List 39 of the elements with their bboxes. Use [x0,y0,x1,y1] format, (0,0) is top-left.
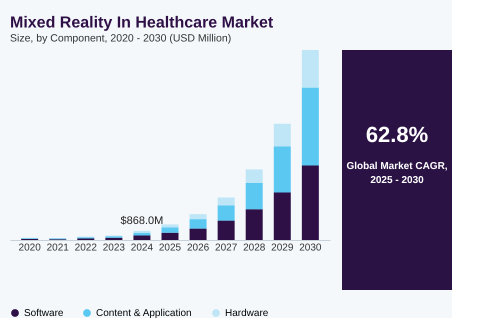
bar [162,224,178,228]
bar [162,232,178,240]
bar [302,166,319,240]
bar [274,192,291,240]
legend-label: Software [24,308,64,319]
text: 62.8% [366,122,428,147]
x-tick-label: 2023 [102,242,126,254]
bar [274,124,291,147]
bar [246,169,263,183]
bar [246,209,263,240]
bar [274,146,291,192]
legend-label: Content & Application [96,308,192,319]
bar [162,227,178,233]
bar [190,219,207,229]
bar [218,220,235,240]
bar [133,232,150,236]
bar [246,183,263,210]
bar [302,88,319,166]
bar [302,50,319,88]
x-tick-label: 2027 [215,242,238,254]
chart-subtitle: Size, by Component, 2020 - 2030 (USD Million) [10,32,232,44]
text: Global Market CAGR, 2025 - 2030 [346,161,448,186]
x-tick-label: 2026 [186,242,210,254]
x-tick-label: 2021 [46,242,70,254]
annotation: $868.0M [120,214,164,227]
bar [133,235,150,240]
x-tick-label: 2028 [243,242,266,254]
x-tick-label: 2022 [74,242,98,254]
x-tick-label: 2029 [271,242,294,254]
bar [218,197,235,206]
bar [218,205,235,221]
x-tick-label: 2024 [130,242,154,254]
x-tick-label: 2030 [299,242,322,254]
legend-label: Hardware [225,308,269,319]
x-tick-label: 2025 [158,242,182,254]
chart-title: Mixed Reality In Healthcare Market [10,14,274,32]
x-tick-label: 2020 [18,242,42,254]
bar [190,228,207,240]
bar [190,214,207,220]
